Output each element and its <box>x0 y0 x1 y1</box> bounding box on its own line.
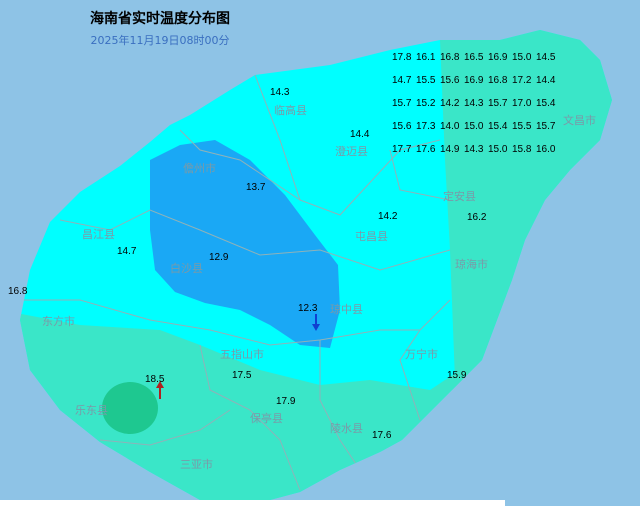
county-label: 澄迈县 <box>335 144 368 158</box>
station-temperature: 14.2 <box>440 98 460 109</box>
station-temperature: 15.8 <box>512 144 532 155</box>
blue-cold-zone <box>150 140 340 348</box>
station-temperature: 16.8 <box>8 286 28 297</box>
station-temperature: 15.0 <box>488 144 508 155</box>
county-label: 琼中县 <box>330 302 363 316</box>
county-label: 东方市 <box>42 314 75 328</box>
station-temperature: 14.2 <box>378 211 398 222</box>
county-label: 万宁市 <box>405 347 438 361</box>
station-temperature: 15.9 <box>447 370 467 381</box>
arrow-down-icon <box>312 314 320 331</box>
station-temperature: 14.4 <box>350 129 370 140</box>
station-temperature: 14.5 <box>536 52 556 63</box>
station-temperature: 17.0 <box>512 98 532 109</box>
station-temperature: 15.4 <box>536 98 556 109</box>
county-label: 文昌市 <box>563 113 596 127</box>
station-temperature: 15.6 <box>392 121 412 132</box>
east-warm-zone <box>420 30 612 500</box>
station-temperature: 12.3 <box>298 303 318 314</box>
county-label: 琼海市 <box>455 257 488 271</box>
station-temperature: 16.8 <box>488 75 508 86</box>
arrow-up-icon <box>156 381 164 399</box>
station-temperature: 17.6 <box>416 144 436 155</box>
station-temperature: 14.4 <box>536 75 556 86</box>
map-timestamp: 2025年11月19日08时00分 <box>90 34 230 47</box>
station-temperature: 14.7 <box>117 246 137 257</box>
county-label: 昌江县 <box>82 228 115 241</box>
station-temperature: 16.1 <box>416 52 436 63</box>
station-temperature: 15.5 <box>416 75 436 86</box>
station-temperature: 14.3 <box>270 87 290 98</box>
station-temperature: 17.3 <box>416 121 436 132</box>
county-borders <box>20 74 451 491</box>
station-temperature: 16.0 <box>536 144 556 155</box>
county-label: 保亭县 <box>250 411 283 425</box>
station-temperature: 18.5 <box>145 374 165 385</box>
station-temperature: 16.2 <box>467 212 487 223</box>
station-temperature: 17.9 <box>276 396 296 407</box>
station-temperature: 15.2 <box>416 98 436 109</box>
station-temperature: 13.7 <box>246 182 266 193</box>
station-temperature: 15.4 <box>488 121 508 132</box>
bottom-strip <box>0 500 505 506</box>
station-temperature: 14.7 <box>392 75 412 86</box>
station-temperature: 15.5 <box>512 121 532 132</box>
county-label: 屯昌县 <box>355 230 388 243</box>
station-temperature: 14.3 <box>464 98 484 109</box>
county-label: 五指山市 <box>220 347 264 361</box>
station-temperature: 15.7 <box>488 98 508 109</box>
station-temperature: 17.6 <box>372 430 392 441</box>
station-temperature: 14.9 <box>440 144 460 155</box>
county-label: 三亚市 <box>180 457 213 471</box>
station-temperature: 17.5 <box>232 370 252 381</box>
station-temperature: 14.0 <box>440 121 460 132</box>
station-temperature: 17.7 <box>392 144 412 155</box>
station-temperature: 17.2 <box>512 75 532 86</box>
station-temperature: 12.9 <box>209 252 229 263</box>
county-label: 陵水县 <box>330 422 363 435</box>
station-temperature: 16.9 <box>464 75 484 86</box>
station-temperature: 16.8 <box>440 52 460 63</box>
county-label: 白沙县 <box>170 261 203 275</box>
county-label: 乐东县 <box>75 404 108 417</box>
warm-patch <box>102 382 158 434</box>
station-temperature: 15.6 <box>440 75 460 86</box>
station-temperature: 17.8 <box>392 52 412 63</box>
station-temperature: 16.9 <box>488 52 508 63</box>
station-temperature: 14.3 <box>464 144 484 155</box>
station-temperature: 15.7 <box>392 98 412 109</box>
station-temperature: 15.7 <box>536 121 556 132</box>
map-title: 海南省实时温度分布图 <box>90 11 230 27</box>
county-label: 临高县 <box>274 103 307 117</box>
station-temperature: 16.5 <box>464 52 484 63</box>
station-temperature: 15.0 <box>464 121 484 132</box>
county-label: 定安县 <box>443 189 476 203</box>
station-temperature: 15.0 <box>512 52 532 63</box>
county-label: 儋州市 <box>183 161 216 175</box>
